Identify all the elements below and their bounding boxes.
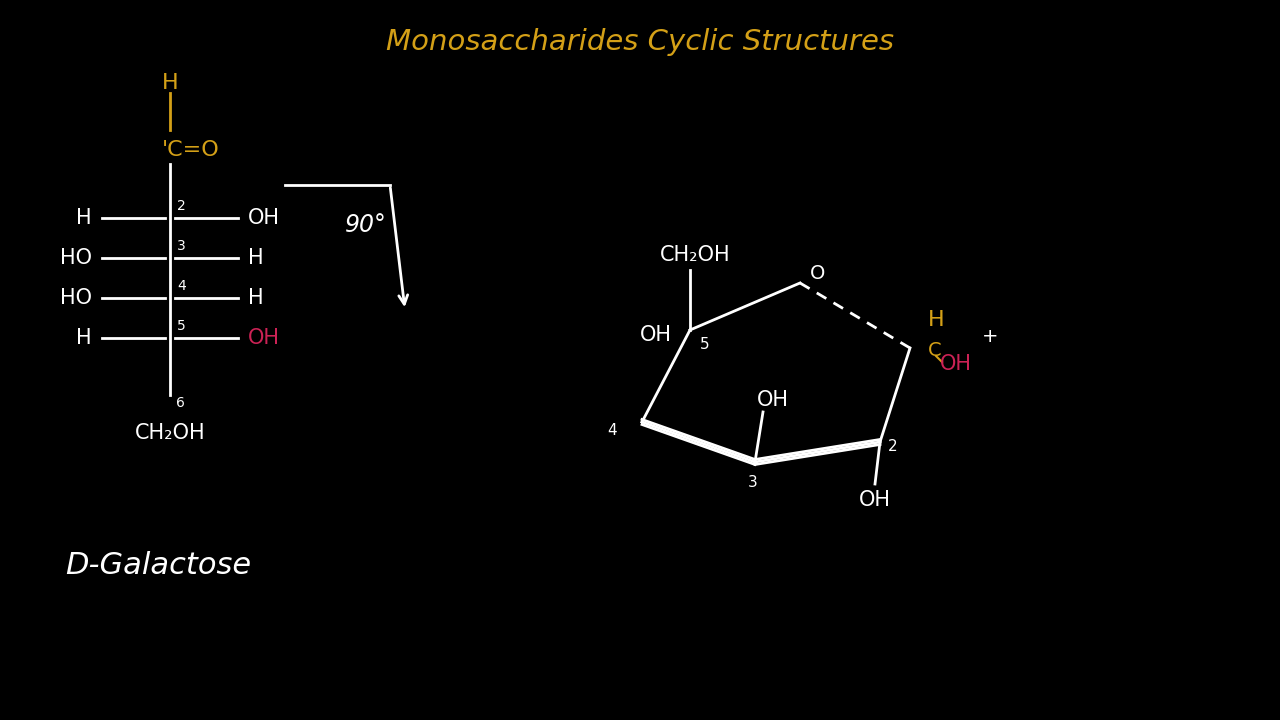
- Text: H: H: [161, 73, 178, 93]
- Text: C: C: [928, 341, 942, 359]
- Text: +: +: [982, 326, 998, 346]
- Text: OH: OH: [248, 208, 280, 228]
- Text: OH: OH: [859, 490, 891, 510]
- Text: 6: 6: [177, 396, 184, 410]
- Text: 2: 2: [177, 199, 186, 213]
- Text: D-Galactose: D-Galactose: [65, 551, 251, 580]
- Text: Monosaccharides Cyclic Structures: Monosaccharides Cyclic Structures: [387, 28, 893, 56]
- Text: OH: OH: [756, 390, 788, 410]
- Text: O: O: [810, 264, 826, 282]
- Text: HO: HO: [60, 248, 92, 268]
- Text: 5: 5: [700, 336, 709, 351]
- Text: 90°: 90°: [346, 213, 387, 237]
- Text: CH₂OH: CH₂OH: [659, 245, 731, 265]
- Text: H: H: [928, 310, 945, 330]
- Text: 'C=O: 'C=O: [163, 140, 220, 160]
- Text: H: H: [77, 208, 92, 228]
- Text: OH: OH: [640, 325, 672, 345]
- Text: 2: 2: [888, 438, 897, 454]
- Text: H: H: [248, 248, 264, 268]
- Text: CH₂OH: CH₂OH: [134, 423, 205, 443]
- Text: H: H: [77, 328, 92, 348]
- Text: OH: OH: [940, 354, 972, 374]
- Text: 3: 3: [177, 239, 186, 253]
- Text: 3: 3: [748, 474, 758, 490]
- Text: 4: 4: [177, 279, 186, 293]
- Text: OH: OH: [248, 328, 280, 348]
- Text: 4: 4: [608, 423, 617, 438]
- Text: HO: HO: [60, 288, 92, 308]
- Text: 5: 5: [177, 319, 186, 333]
- Text: H: H: [248, 288, 264, 308]
